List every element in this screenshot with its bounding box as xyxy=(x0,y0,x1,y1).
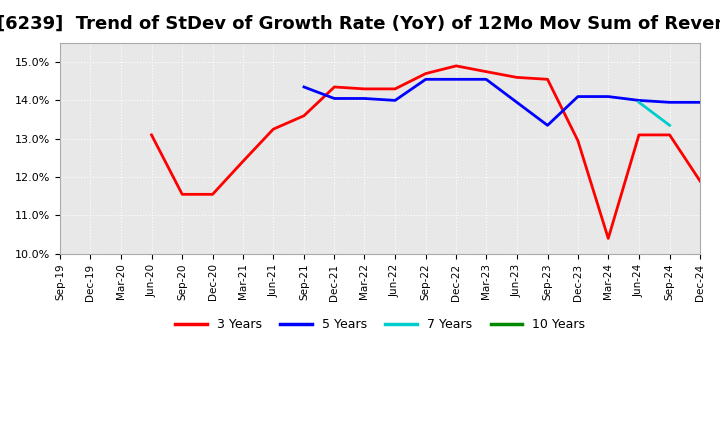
Title: [6239]  Trend of StDev of Growth Rate (YoY) of 12Mo Mov Sum of Revenues: [6239] Trend of StDev of Growth Rate (Yo… xyxy=(0,15,720,33)
Legend: 3 Years, 5 Years, 7 Years, 10 Years: 3 Years, 5 Years, 7 Years, 10 Years xyxy=(171,313,590,336)
